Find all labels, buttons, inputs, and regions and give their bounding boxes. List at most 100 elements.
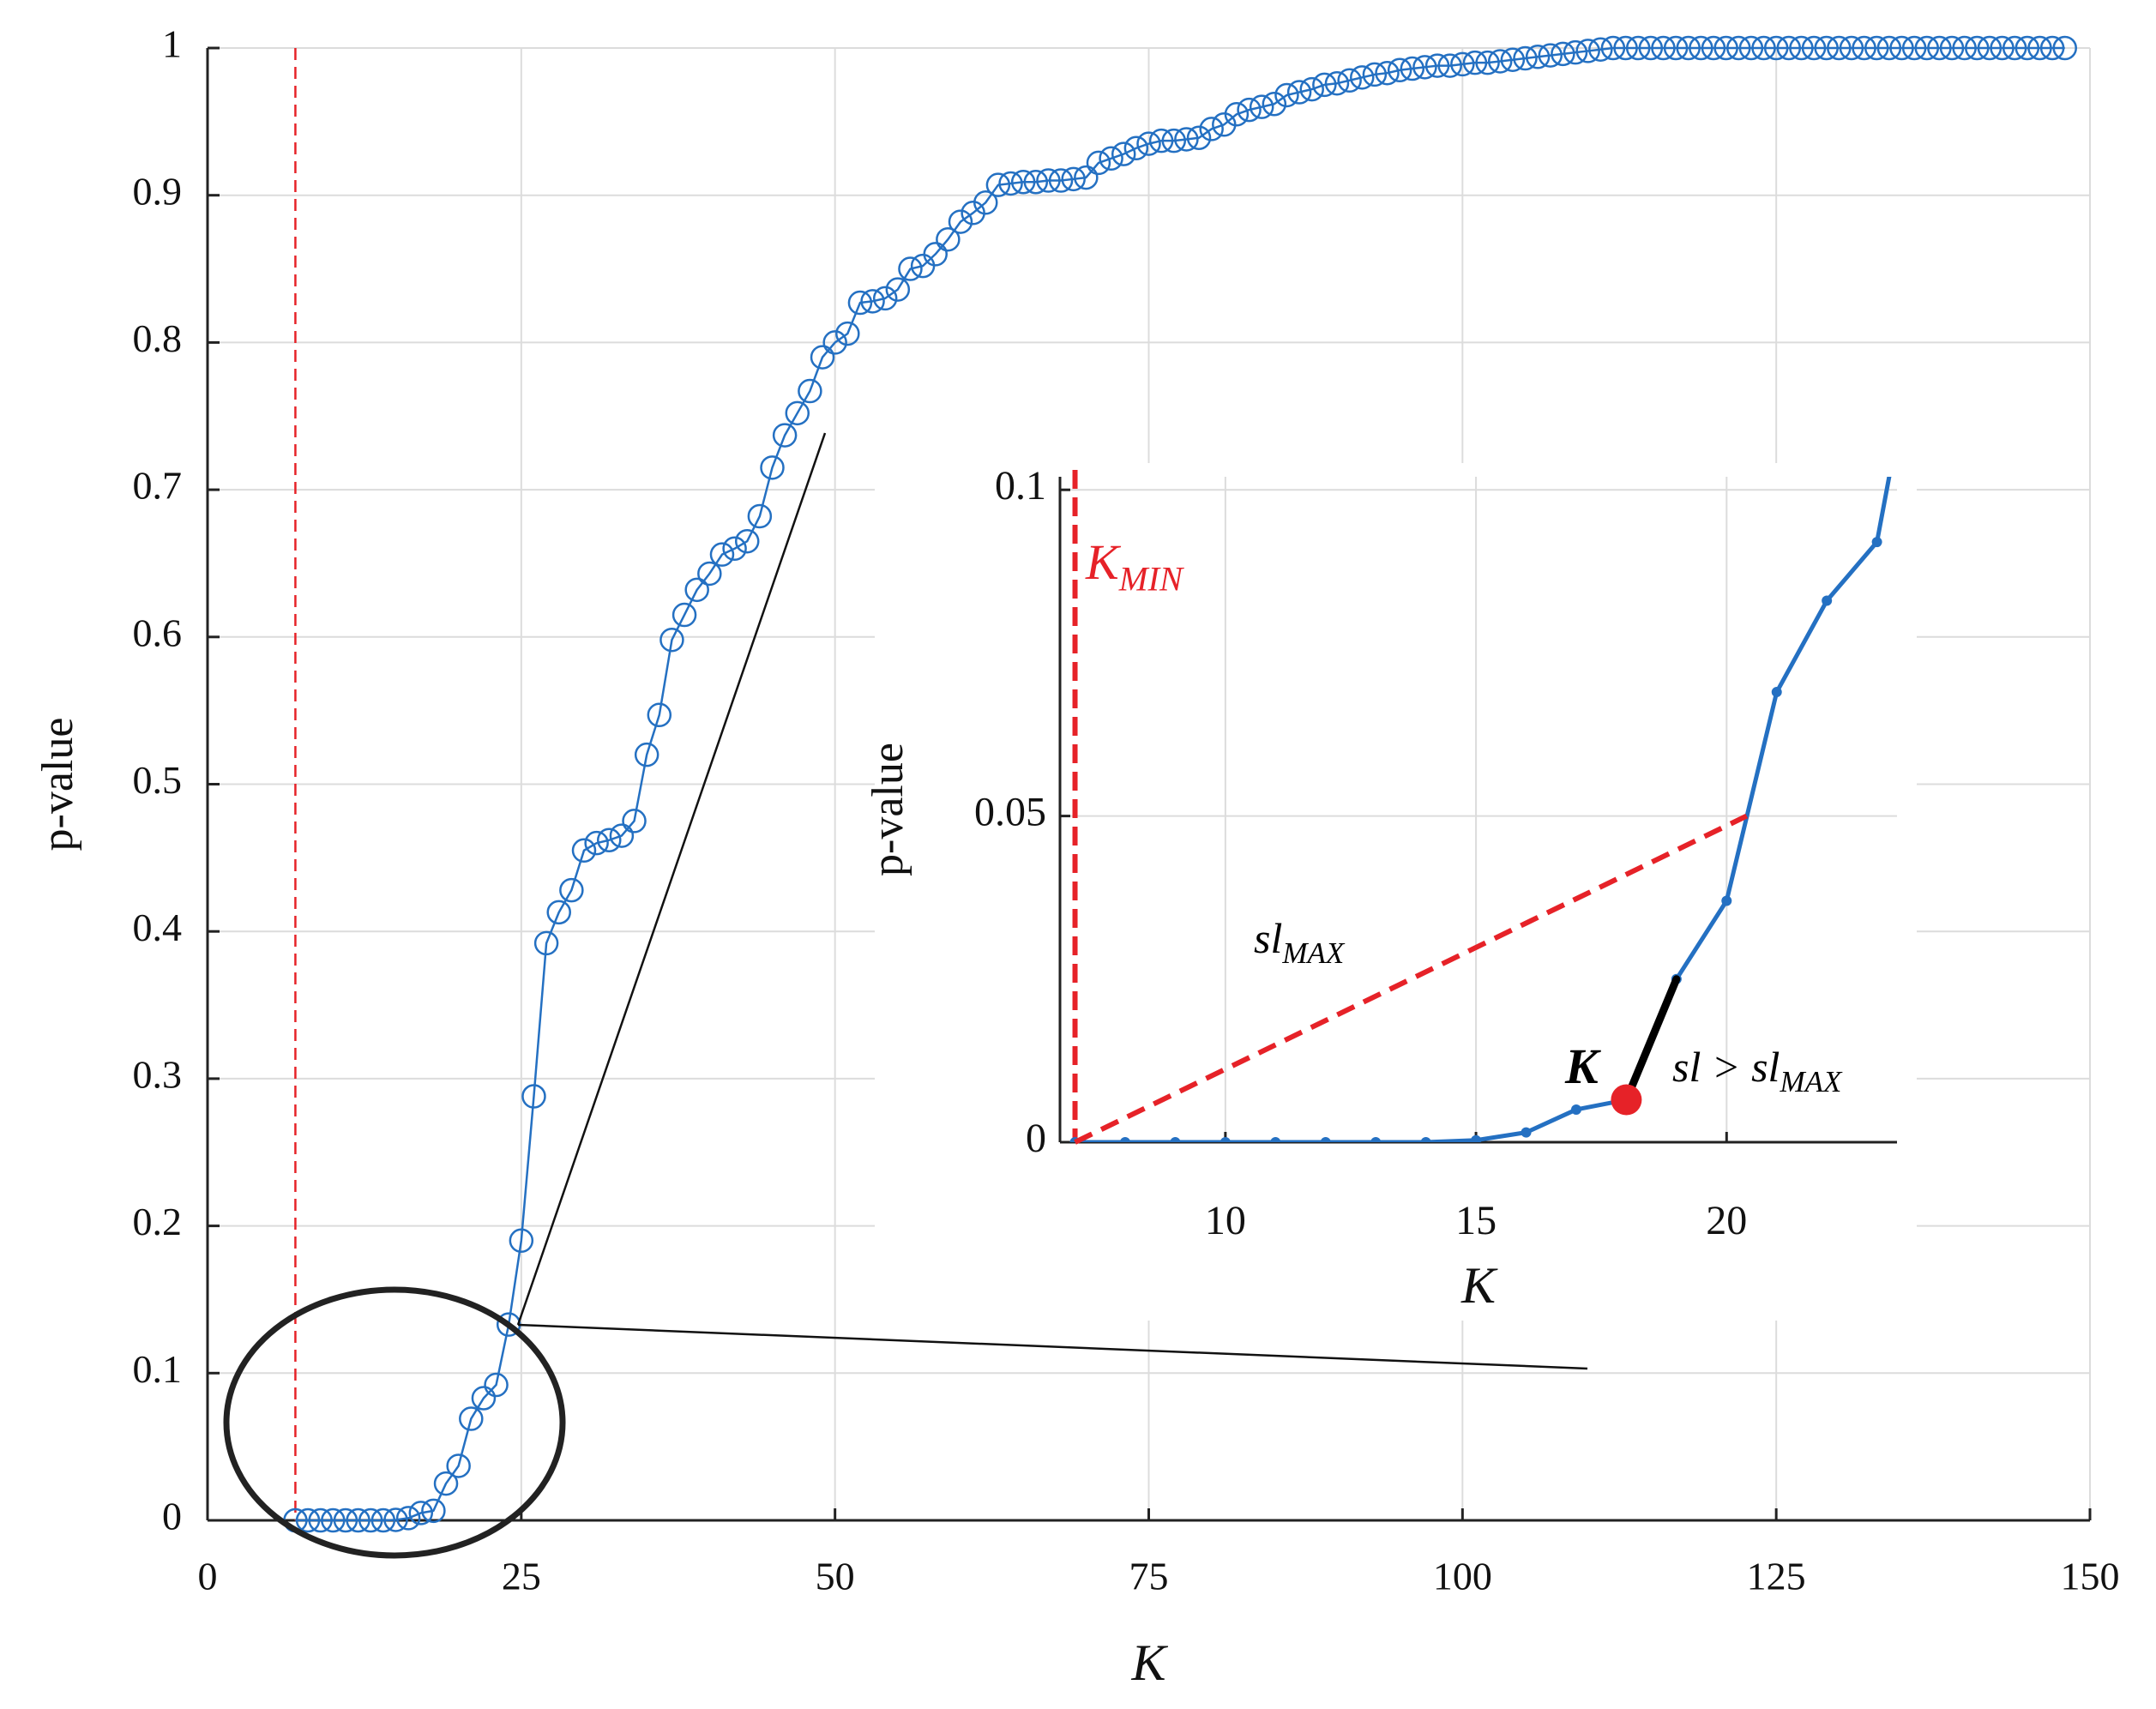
annotation-text: sl (1254, 914, 1282, 962)
data-marker (1563, 39, 1588, 65)
data-marker (1420, 1137, 1431, 1142)
annotation: KMIN (1085, 534, 1184, 598)
data-line (295, 46, 2065, 1522)
data-marker (1136, 131, 1161, 156)
data-marker (734, 528, 760, 554)
data-marker (1023, 169, 1049, 195)
y-tick-label: 0.9 (133, 169, 183, 213)
data-marker (1889, 35, 1914, 61)
data-marker (446, 1453, 471, 1478)
data-marker (810, 345, 835, 370)
zoom-ellipse (223, 1286, 566, 1559)
data-marker (872, 286, 898, 311)
y-tick-label: 0.8 (133, 316, 183, 360)
y-axis-label: p-value (864, 743, 912, 876)
data-marker (1061, 166, 1086, 192)
annotation-subscript: MAX (1779, 1065, 1843, 1098)
data-marker (1676, 35, 1701, 61)
data-marker (847, 290, 873, 316)
inset-background (875, 463, 1917, 1321)
data-marker (634, 742, 659, 767)
data-marker (948, 209, 973, 234)
data-marker (383, 1507, 408, 1532)
data-marker (571, 838, 597, 864)
x-tick-label: 0 (198, 1555, 218, 1598)
data-marker (1914, 35, 1940, 61)
annotation-subscript: MAX (1281, 936, 1346, 970)
data-marker (509, 1228, 534, 1254)
y-tick-label: 0.2 (133, 1200, 183, 1243)
y-tick-label: 0 (162, 1495, 182, 1538)
data-marker (1148, 128, 1174, 153)
main-chart: 0 25 50 75 100 125 15000.10.20.30.40.50.60.70.… (33, 22, 2120, 1691)
zoom-connector (517, 1323, 1588, 1370)
data-marker (597, 827, 622, 852)
data-marker (885, 277, 911, 302)
data-marker (772, 423, 798, 448)
y-tick-label: 0.5 (133, 758, 183, 802)
zoom-connector (516, 432, 827, 1326)
data-marker (1575, 39, 1600, 63)
data-marker (709, 542, 735, 567)
data-marker (295, 1507, 321, 1533)
data-marker (395, 1506, 421, 1531)
y-tick-label: 0.6 (133, 611, 183, 654)
data-marker (1270, 1137, 1281, 1142)
x-tick-label: 15 (1455, 1198, 1497, 1243)
x-tick-label: 75 (1129, 1555, 1169, 1598)
y-tick-label: 0.1 (995, 463, 1046, 508)
data-marker (1852, 35, 1876, 61)
data-marker (1513, 45, 1538, 71)
data-marker (647, 702, 672, 728)
data-marker (346, 1507, 370, 1533)
data-marker (484, 1372, 509, 1398)
data-marker (1362, 62, 1388, 87)
highlight-segment (1622, 975, 1681, 1104)
data-marker (1400, 56, 1425, 81)
data-marker (533, 930, 559, 956)
data-marker (1663, 35, 1689, 61)
y-axis-label: p-value (33, 718, 82, 851)
data-marker (898, 256, 923, 281)
data-marker (1186, 125, 1212, 150)
annotation-text: sl > sl (1672, 1043, 1780, 1091)
x-tick-label: 10 (1205, 1198, 1246, 1243)
data-marker (923, 242, 948, 267)
data-marker (1977, 35, 2002, 61)
y-tick-label: 0 (1026, 1116, 1046, 1161)
data-marker (1525, 45, 1551, 69)
data-marker (1901, 35, 1927, 61)
data-marker (1726, 35, 1751, 61)
data-marker (1475, 50, 1500, 75)
data-marker (1763, 35, 1789, 61)
data-marker (622, 809, 647, 833)
x-tick-label: 50 (816, 1555, 855, 1598)
data-marker (1237, 97, 1262, 123)
data-marker (1099, 146, 1123, 172)
data-marker (2014, 35, 2040, 61)
data-marker (1170, 1137, 1181, 1142)
data-marker (1939, 35, 1965, 61)
annotation-text: K (1564, 1038, 1601, 1094)
data-marker (1751, 35, 1776, 61)
data-marker (1570, 1104, 1581, 1115)
x-tick-label: 20 (1706, 1198, 1747, 1243)
x-tick-label: 100 (1433, 1555, 1492, 1598)
data-marker (1801, 35, 1827, 61)
data-marker (1721, 895, 1732, 906)
data-marker (760, 455, 785, 480)
data-marker (333, 1507, 358, 1533)
data-line (1075, 477, 1892, 1142)
data-marker (722, 536, 747, 562)
data-marker (1876, 35, 1902, 61)
data-marker (1048, 168, 1074, 193)
data-marker (1551, 41, 1575, 67)
data-marker (1224, 102, 1250, 127)
data-marker (1827, 35, 1852, 61)
data-marker (1437, 53, 1462, 78)
data-marker (1123, 135, 1149, 161)
data-marker (1814, 35, 1839, 61)
data-marker (1638, 35, 1664, 61)
data-marker (1500, 47, 1526, 72)
data-marker (835, 321, 860, 346)
